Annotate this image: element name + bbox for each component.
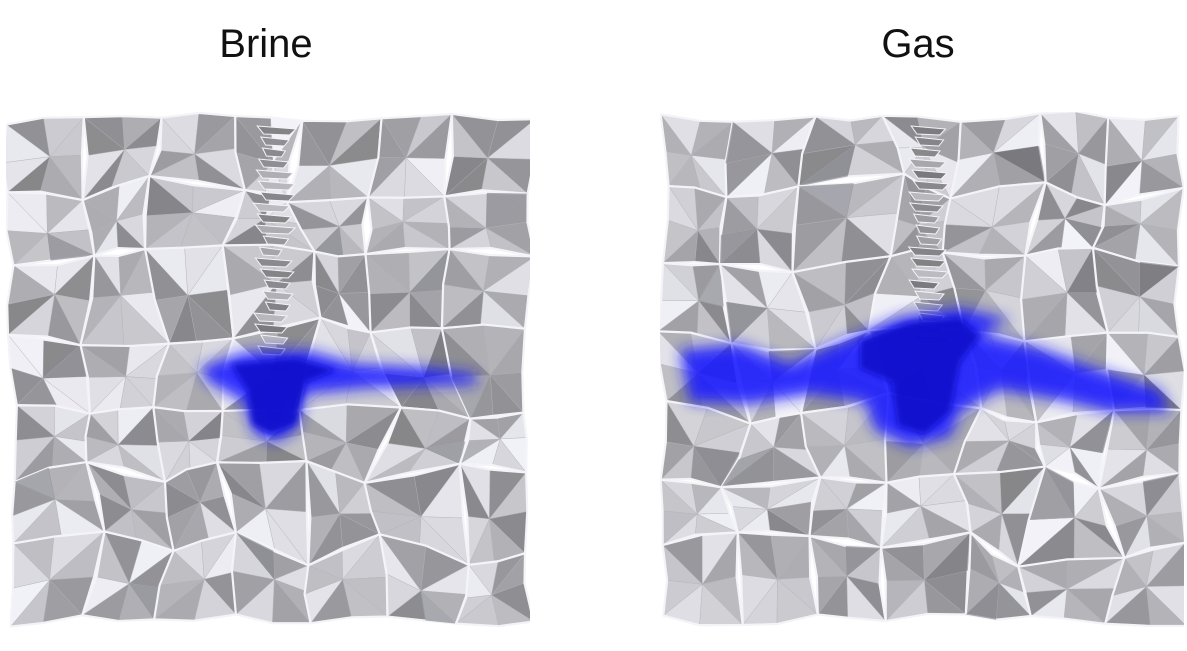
seam-fragment [915, 235, 943, 246]
seam-fragment [261, 290, 294, 301]
grain-shadow-facet [1067, 247, 1098, 293]
grain-shadow-facet [451, 374, 491, 419]
grain-boundary [443, 191, 530, 257]
grain-shadow-facet [798, 183, 854, 218]
seam-fragment [914, 136, 945, 147]
seam-fragment [261, 147, 287, 158]
grain-shadow-facet [721, 447, 774, 488]
seam-fragment [262, 235, 290, 246]
seam-fragment [254, 257, 294, 268]
grain-shadow-facet [993, 145, 1046, 183]
seam-fragment [911, 169, 949, 180]
seam-fragment [909, 257, 947, 268]
panel-title-brine: Brine [219, 22, 313, 66]
seam-fragment [909, 147, 942, 158]
seam-fragment [910, 125, 947, 136]
seam-fragment [252, 312, 289, 323]
grain-shadow-facet [486, 192, 528, 229]
seam-fragment [912, 180, 950, 191]
grain-shadow-facet [1069, 410, 1115, 454]
seam-fragment [912, 213, 940, 224]
seam-fragment [253, 323, 289, 334]
grain-shadow-facet [235, 532, 275, 580]
grain-shadow-facet [409, 249, 450, 293]
seam-fragment [254, 224, 297, 235]
seam-fragment [263, 279, 291, 290]
fracture-core [860, 318, 980, 434]
seam-fragment [256, 213, 293, 224]
seam-fragment [912, 301, 944, 312]
grain-facet [660, 332, 699, 374]
grain-shadow-facet [1139, 261, 1179, 297]
seam-fragment [255, 169, 295, 180]
seam-fragment [252, 202, 291, 213]
grain-shadow-facet [47, 233, 95, 261]
grain-shadow-facet [43, 345, 87, 379]
seam-fragment [259, 268, 295, 279]
seam-fragment [908, 158, 947, 169]
seam-fragment [910, 268, 950, 279]
seam-fragment [256, 125, 298, 136]
seam-fragment [913, 290, 946, 301]
grain-shadow-facet [1045, 466, 1075, 518]
seam-fragment [257, 158, 290, 169]
fracture-region [680, 308, 1170, 447]
fracture-region [201, 350, 476, 442]
seam-fragment [257, 180, 296, 191]
grain-shadow-facet [924, 532, 971, 581]
grain-facet [6, 124, 51, 163]
grain-boundary [1097, 472, 1184, 559]
grain-boundary [454, 552, 530, 628]
seam-fragment [915, 224, 941, 235]
grain-shadow-facet [188, 410, 223, 442]
grain-shadow-facet [725, 121, 772, 164]
grain-shadow-facet [1065, 218, 1102, 248]
grain-shadow-facet [425, 441, 466, 464]
grain-shadow-facet [719, 229, 758, 265]
grain-shadow-facet [845, 545, 882, 577]
grain-cells [6, 112, 530, 628]
seam-fragment [908, 202, 945, 213]
seam-fragment [908, 279, 941, 290]
grain-shadow-facet [965, 582, 1000, 620]
panel-title-gas: Gas [881, 22, 955, 66]
seam-fragment [258, 246, 283, 257]
grain-shadow-facet [726, 301, 768, 344]
vertical-damage-seam [252, 125, 298, 356]
seam-fragment [259, 136, 290, 147]
grain-boundary [1104, 541, 1184, 628]
grain-shadow-facet [1143, 473, 1180, 516]
grain-shadow-facet [693, 446, 741, 488]
seam-fragment [908, 191, 946, 202]
seam-fragment [264, 301, 291, 312]
grain-shadow-facet [423, 328, 453, 378]
grain-shadow-facet [14, 467, 56, 500]
grain-shadow-facet [314, 226, 344, 258]
grain-shadow-facet [698, 264, 724, 307]
grain-shadow-facet [420, 590, 457, 624]
seam-fragment [259, 191, 296, 202]
fracture-core [231, 358, 336, 434]
seam-fragment [907, 246, 948, 257]
grain-mesh-gas [660, 112, 1184, 628]
seam-fragment [259, 334, 289, 345]
grain-mesh-brine [6, 112, 530, 628]
